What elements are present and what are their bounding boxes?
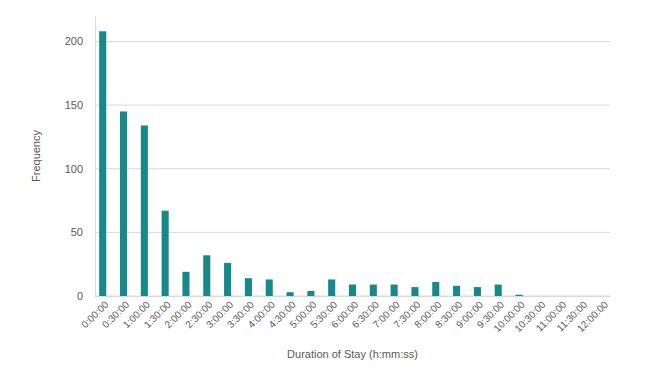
bars [99,31,522,296]
bar [536,296,543,297]
x-tick: 12:00:00 [575,296,611,334]
y-tick: 200 [65,35,95,47]
x-axis: 0:00:000:30:001:00:001:30:002:00:002:30:… [79,296,610,334]
bar [453,286,460,296]
bar [203,255,210,296]
bar [120,111,127,296]
grid-line [95,105,610,106]
y-tick: 0 [77,290,95,302]
bar [99,31,106,296]
y-axis: 0 50 100 150 200 [65,17,96,303]
x-axis-line [96,296,611,297]
grid [95,41,610,296]
bar [495,285,502,296]
bar [287,292,294,296]
bar [578,296,585,297]
y-axis-line [95,17,96,297]
bar [141,125,148,296]
bar [557,296,564,297]
y-tick: 100 [65,163,95,175]
grid-line [95,232,610,233]
bar [307,291,314,296]
y-tick-label: 100 [65,163,83,175]
bar [182,272,189,296]
y-tick-label: 0 [77,290,83,302]
bar [328,279,335,296]
bar [266,279,273,296]
grid-line [95,41,610,42]
bar [515,295,522,296]
bar [432,282,439,296]
bar [245,278,252,296]
x-axis-title: Duration of Stay (h:mm:ss) [287,348,418,360]
bar [411,287,418,296]
y-tick: 150 [65,99,95,111]
bar [349,285,356,296]
bar [224,263,231,296]
bar [391,285,398,296]
bar [599,296,606,297]
x-tick-label: 12:00:00 [575,299,611,335]
y-axis-title: Frequency [30,130,42,182]
y-tick-label: 50 [71,226,83,238]
chart: 0 50 100 150 200 0:00:000:30:001:00:001:30:00… [0,0,650,366]
bar [370,285,377,296]
y-tick-label: 200 [65,35,83,47]
grid-line [95,168,610,169]
plot: 0 50 100 150 200 0:00:000:30:001:00:001:30:00… [65,17,611,335]
y-tick-label: 150 [65,99,83,111]
bar [474,287,481,296]
y-tick: 50 [71,226,95,238]
bar [162,211,169,296]
